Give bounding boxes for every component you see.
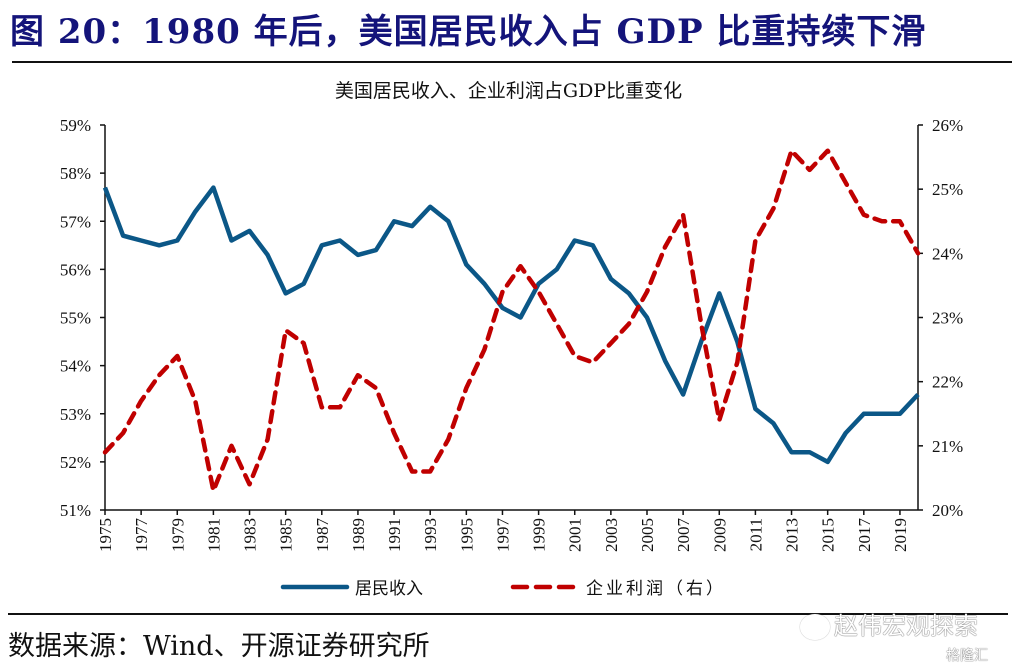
- x-tick-label: 1991: [385, 518, 404, 552]
- y-tick-label-right: 25%: [932, 180, 963, 199]
- x-tick-label: 1993: [421, 518, 440, 552]
- x-tick-label: 1985: [277, 518, 296, 552]
- source-note: 数据来源：Wind、开源证券研究所: [8, 631, 430, 662]
- x-tick-label: 2003: [602, 518, 621, 552]
- x-tick-label: 1979: [168, 518, 187, 552]
- x-tick-label: 1977: [132, 518, 151, 553]
- x-tick-label: 2013: [783, 518, 802, 552]
- x-tick-label: 2019: [891, 518, 910, 552]
- x-tick-label: 2007: [674, 518, 693, 553]
- x-tick-label: 2009: [710, 518, 729, 552]
- x-tick-label: 2011: [746, 518, 765, 551]
- y-tick-label-right: 24%: [932, 244, 963, 263]
- y-tick-label-left: 59%: [60, 116, 91, 135]
- x-tick-label: 1981: [204, 518, 223, 552]
- y-tick-label-left: 54%: [60, 357, 91, 376]
- legend: 居民收入 企业利润（右）: [280, 579, 726, 599]
- series-line-household-income: [102, 185, 920, 465]
- y-tick-label-right: 26%: [932, 116, 963, 135]
- x-tick-label: 2005: [638, 518, 657, 552]
- x-tick-label: 1975: [96, 518, 115, 552]
- y-tick-label-left: 53%: [60, 405, 91, 424]
- axes: 51% 52% 53% 54% 55% 56% 57% 58% 59% 20% 21% 22% 23% 2…: [60, 116, 963, 552]
- y-tick-label-left: 51%: [60, 501, 91, 520]
- y-tick-label-left: 58%: [60, 164, 91, 183]
- x-tick-label: 2017: [855, 518, 874, 553]
- legend-label-corporate-profit: 企业利润（右）: [586, 579, 726, 599]
- y-tick-label-right: 21%: [932, 437, 963, 456]
- y-tick-label-right: 22%: [932, 373, 963, 392]
- x-tick-label: 2015: [819, 518, 838, 552]
- y-tick-label-left: 52%: [60, 453, 91, 472]
- x-tick-label: 1983: [241, 518, 260, 552]
- watermark-text: 赵伟宏观探索: [834, 612, 978, 640]
- series-line-corporate-profit: [102, 148, 921, 493]
- bottom-divider: [8, 613, 1008, 615]
- figure-title: 图 20：1980 年后，美国居民收入占 GDP 比重持续下滑: [10, 12, 927, 52]
- y-tick-label-right: 20%: [932, 501, 963, 520]
- x-tick-label: 2001: [566, 518, 585, 552]
- x-tick-label: 1989: [349, 518, 368, 552]
- top-divider: [12, 61, 1012, 63]
- x-tick-label: 1999: [530, 518, 549, 552]
- y-tick-label-left: 55%: [60, 309, 91, 328]
- wechat-icon: [800, 614, 830, 640]
- series-layer: [102, 148, 921, 493]
- x-tick-label: 1997: [493, 518, 512, 553]
- legend-label-household-income: 居民收入: [355, 579, 423, 599]
- x-tick-label: 1995: [457, 518, 476, 552]
- chart-title: 美国居民收入、企业利润占GDP比重变化: [334, 80, 683, 102]
- y-tick-label-left: 57%: [60, 212, 91, 231]
- y-tick-label-left: 56%: [60, 260, 91, 279]
- x-tick-label: 1987: [313, 518, 332, 553]
- watermark-secondary: 格隆汇: [946, 648, 988, 664]
- watermark: 赵伟宏观探索: [800, 606, 978, 641]
- y-tick-label-right: 23%: [932, 309, 963, 328]
